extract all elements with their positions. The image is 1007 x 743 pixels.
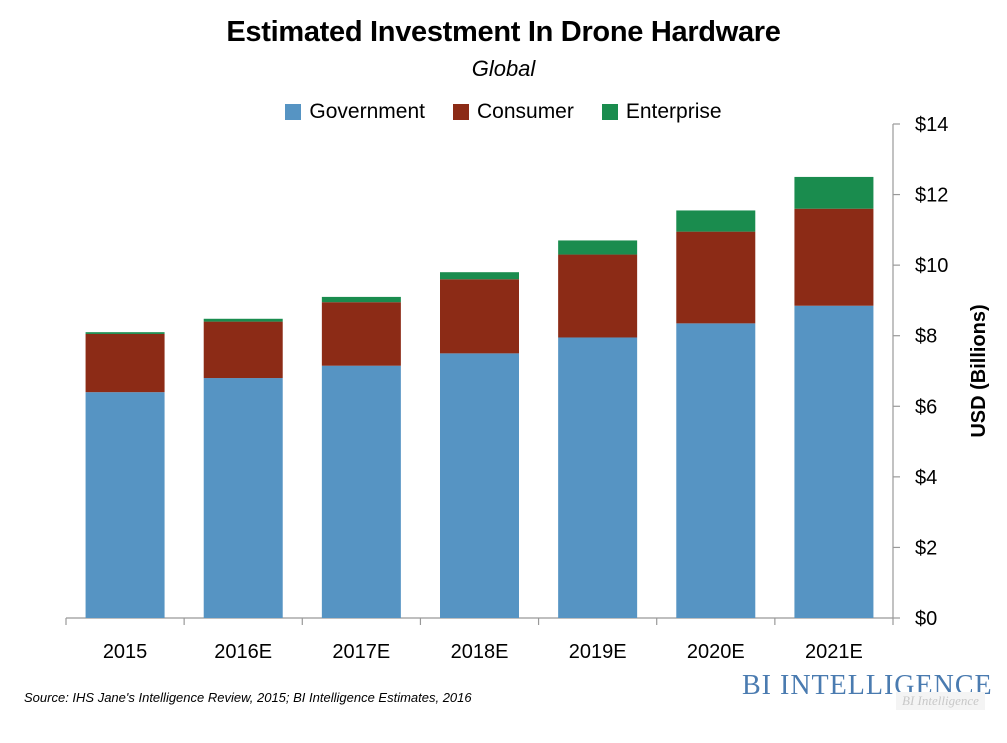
bar-government-2018e <box>440 353 519 618</box>
x-tick-label: 2016E <box>214 641 272 663</box>
bar-government-2019e <box>558 337 638 618</box>
y-tick-label: $6 <box>915 396 937 418</box>
chart-subtitle: Global <box>471 56 536 81</box>
legend-item-enterprise: Enterprise <box>601 100 722 124</box>
bar-consumer-2021e <box>794 208 874 306</box>
y-tick-label: $4 <box>915 467 937 489</box>
bar-enterprise-2018e <box>440 272 519 280</box>
bar-government-2017e <box>321 365 401 618</box>
legend-item-consumer: Consumer <box>452 100 574 124</box>
bar-enterprise-2020e <box>676 210 756 232</box>
y-tick-label: $12 <box>915 185 948 207</box>
bar-consumer-2020e <box>676 231 756 324</box>
y-axis-title: USD (Billions) <box>968 304 990 437</box>
y-tick-label: $14 <box>915 114 948 136</box>
bar-enterprise-2015 <box>85 332 165 334</box>
x-tick-label: 2017E <box>332 641 390 663</box>
x-tick-label: 2019E <box>569 641 627 663</box>
bar-consumer-2017e <box>321 302 401 366</box>
bar-consumer-2015 <box>85 333 165 393</box>
x-tick-label: 2018E <box>451 641 509 663</box>
legend-item-government: Government <box>285 100 425 124</box>
bar-consumer-2018e <box>440 279 519 354</box>
x-tick-label: 2021E <box>805 641 863 663</box>
legend-swatch-government <box>285 104 302 120</box>
legend-label-consumer: Consumer <box>476 100 574 123</box>
legend-swatch-consumer <box>452 104 469 120</box>
source-note: Source: IHS Jane's Intelligence Review, … <box>24 690 472 705</box>
chart-legend: Government Consumer Enterprise <box>0 100 1007 124</box>
bar-enterprise-2019e <box>558 240 638 255</box>
x-tick-label: 2020E <box>687 641 745 663</box>
bar-enterprise-2016e <box>203 318 283 322</box>
bar-government-2016e <box>203 378 283 618</box>
legend-label-enterprise: Enterprise <box>625 100 722 123</box>
y-tick-label: $0 <box>915 608 937 630</box>
bar-government-2021e <box>794 305 874 618</box>
y-tick-label: $8 <box>915 326 937 348</box>
bar-government-2015 <box>85 392 165 618</box>
legend-label-government: Government <box>309 100 425 123</box>
x-tick-label: 2015 <box>103 641 148 663</box>
bar-enterprise-2017e <box>321 296 401 303</box>
bar-consumer-2019e <box>558 254 638 338</box>
bar-consumer-2016e <box>203 321 283 379</box>
bar-government-2020e <box>676 323 756 618</box>
bar-enterprise-2021e <box>794 176 874 209</box>
y-tick-label: $2 <box>915 537 937 559</box>
brand-watermark: BI Intelligence <box>896 692 985 710</box>
chart-title: Estimated Investment In Drone Hardware <box>226 16 781 48</box>
legend-swatch-enterprise <box>601 104 618 120</box>
y-tick-label: $10 <box>915 255 948 277</box>
